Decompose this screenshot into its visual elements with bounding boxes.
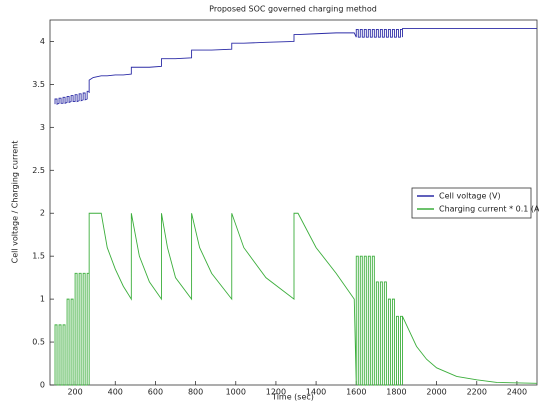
x-tick-label: 2400	[507, 388, 527, 397]
y-tick-label: 1	[40, 295, 45, 304]
x-tick-label: 1600	[346, 388, 366, 397]
x-tick-label: 1400	[306, 388, 326, 397]
plot-frame	[49, 19, 538, 386]
series-line	[54, 212, 538, 386]
x-tick-label: 1200	[266, 388, 286, 397]
legend-label: Cell voltage (V)	[439, 192, 501, 201]
y-axis-label: Cell voltage / Charging current	[11, 141, 20, 264]
y-tick-label: 2.5	[32, 166, 45, 175]
x-tick-label: 1000	[226, 388, 246, 397]
x-tick-label: 2200	[467, 388, 487, 397]
legend-box	[411, 187, 532, 219]
x-tick-label: 2000	[426, 388, 446, 397]
y-tick-label: 1.5	[32, 252, 45, 261]
series-line	[54, 28, 537, 105]
y-tick-label: 0	[40, 381, 45, 390]
x-axis-label: Time (sec)	[271, 393, 314, 402]
chart-title: Proposed SOC governed charging method	[209, 5, 377, 14]
x-tick-label: 1800	[386, 388, 406, 397]
x-tick-label: 200	[67, 388, 82, 397]
y-tick-label: 3.5	[32, 80, 45, 89]
y-tick-label: 4	[40, 37, 45, 46]
legend-label: Charging current * 0.1 (A)	[439, 205, 539, 214]
x-tick-label: 800	[188, 388, 203, 397]
x-tick-label: 600	[148, 388, 163, 397]
y-tick-label: 3	[40, 123, 45, 132]
y-tick-label: 2	[40, 209, 45, 218]
x-tick-label: 400	[108, 388, 123, 397]
y-tick-label: 0.5	[32, 338, 45, 347]
